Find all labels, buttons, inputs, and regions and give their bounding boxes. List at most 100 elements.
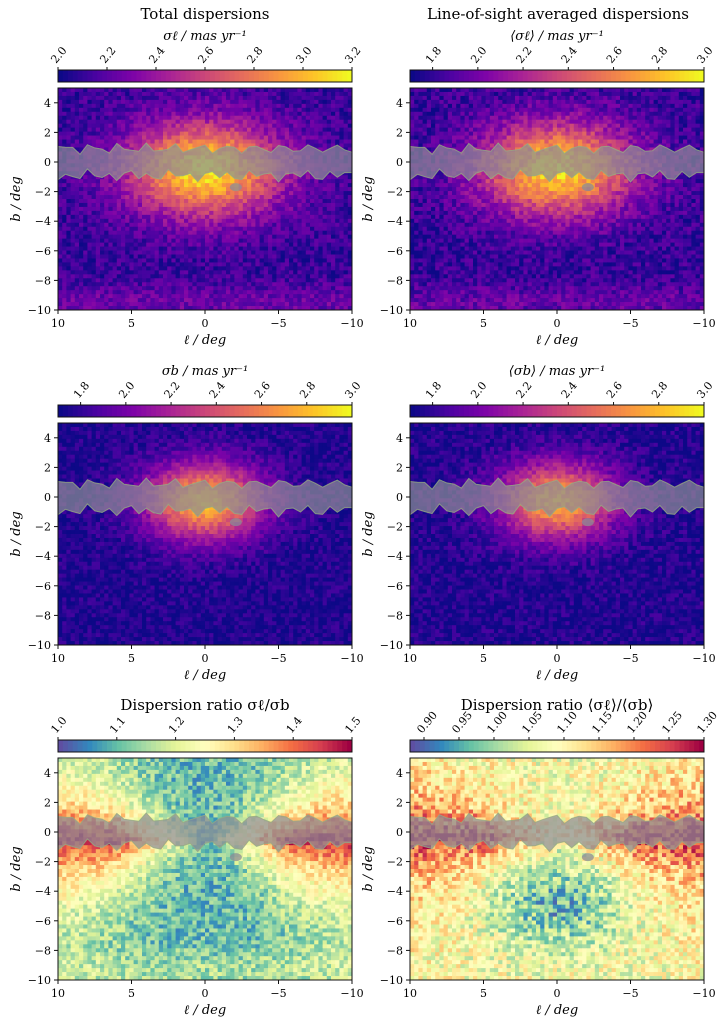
heatmap-cell xyxy=(66,207,71,211)
heatmap-cell xyxy=(176,195,181,199)
heatmap-cell xyxy=(247,215,252,219)
heatmap-cell xyxy=(201,179,206,183)
heatmap-cell xyxy=(297,215,302,219)
heatmap-cell xyxy=(58,100,63,104)
heatmap-cell xyxy=(213,207,218,211)
heatmap-cell xyxy=(159,239,164,243)
heatmap-cell xyxy=(197,183,202,187)
heatmap-cell xyxy=(213,235,218,239)
heatmap-cell xyxy=(314,132,319,136)
heatmap-cell xyxy=(58,211,63,215)
heatmap-cell xyxy=(344,183,349,187)
heatmap-cell xyxy=(260,191,265,195)
heatmap-cell xyxy=(71,92,76,96)
heatmap-cell xyxy=(331,128,336,132)
heatmap-cell xyxy=(243,140,248,144)
heatmap-cell xyxy=(285,140,290,144)
heatmap-cell xyxy=(87,96,92,100)
heatmap-cell xyxy=(335,128,340,132)
heatmap-cell xyxy=(62,183,67,187)
heatmap-cell xyxy=(75,183,80,187)
heatmap-cell xyxy=(171,219,176,223)
heatmap-cell xyxy=(310,231,315,235)
heatmap-cell xyxy=(62,239,67,243)
heatmap-cell xyxy=(176,203,181,207)
heatmap-cell xyxy=(150,231,155,235)
heatmap-cell xyxy=(310,112,315,116)
heatmap-cell xyxy=(302,104,307,108)
heatmap-cell xyxy=(331,179,336,183)
heatmap-cell xyxy=(142,239,147,243)
heatmap-cell xyxy=(260,215,265,219)
heatmap-cell xyxy=(171,128,176,132)
heatmap-cell xyxy=(268,108,273,112)
heatmap-cell xyxy=(184,187,189,191)
heatmap-cell xyxy=(159,231,164,235)
heatmap-cell xyxy=(180,128,185,132)
heatmap-cell xyxy=(100,116,105,120)
heatmap-cell xyxy=(96,128,101,132)
heatmap-cell xyxy=(306,219,311,223)
heatmap-cell xyxy=(138,128,143,132)
heatmap-cell xyxy=(293,92,298,96)
heatmap-cell xyxy=(192,124,197,128)
heatmap-cell xyxy=(184,100,189,104)
heatmap-cell xyxy=(113,239,118,243)
heatmap-cell xyxy=(314,207,319,211)
heatmap-cell xyxy=(243,108,248,112)
heatmap-cell xyxy=(230,195,235,199)
heatmap-cell xyxy=(281,136,286,140)
heatmap-cell xyxy=(289,179,294,183)
heatmap-cell xyxy=(71,187,76,191)
heatmap-cell xyxy=(339,96,344,100)
heatmap-cell xyxy=(213,92,218,96)
heatmap-cell xyxy=(87,207,92,211)
heatmap-cell xyxy=(255,92,260,96)
heatmap-cell xyxy=(167,104,172,108)
heatmap-cell xyxy=(201,132,206,136)
heatmap-cell xyxy=(272,187,277,191)
heatmap-cell xyxy=(272,239,277,243)
heatmap-cell xyxy=(289,96,294,100)
heatmap-cell xyxy=(213,191,218,195)
heatmap-cell xyxy=(297,124,302,128)
heatmap-cell xyxy=(310,140,315,144)
heatmap-cell xyxy=(276,112,281,116)
heatmap-cell xyxy=(188,132,193,136)
heatmap-cell xyxy=(218,199,223,203)
heatmap-cell xyxy=(260,211,265,215)
heatmap-cell xyxy=(155,140,160,144)
heatmap-cell xyxy=(234,195,239,199)
heatmap-cell xyxy=(297,92,302,96)
heatmap-cell xyxy=(323,112,328,116)
heatmap-cell xyxy=(293,112,298,116)
heatmap-cell xyxy=(335,215,340,219)
heatmap-cell xyxy=(209,104,214,108)
heatmap-cell xyxy=(251,179,256,183)
heatmap-cell xyxy=(104,108,109,112)
heatmap-cell xyxy=(83,207,88,211)
heatmap-cell xyxy=(234,223,239,227)
heatmap-cell xyxy=(155,199,160,203)
heatmap-cell xyxy=(129,120,134,124)
heatmap-cell xyxy=(285,108,290,112)
heatmap-cell xyxy=(260,136,265,140)
heatmap-cell xyxy=(255,108,260,112)
heatmap-cell xyxy=(297,144,302,148)
heatmap-cell xyxy=(100,239,105,243)
heatmap-cell xyxy=(276,231,281,235)
heatmap-cell xyxy=(318,195,323,199)
heatmap-cell xyxy=(146,207,151,211)
heatmap-cell xyxy=(58,116,63,120)
heatmap-cell xyxy=(306,132,311,136)
heatmap-cell xyxy=(306,100,311,104)
heatmap-cell xyxy=(71,199,76,203)
heatmap-cell xyxy=(138,183,143,187)
heatmap-cell xyxy=(104,195,109,199)
heatmap-cell xyxy=(163,195,168,199)
heatmap-cell xyxy=(125,88,130,92)
heatmap-cell xyxy=(184,120,189,124)
heatmap-cell xyxy=(323,215,328,219)
heatmap-cell xyxy=(75,203,80,207)
heatmap-cell xyxy=(281,199,286,203)
